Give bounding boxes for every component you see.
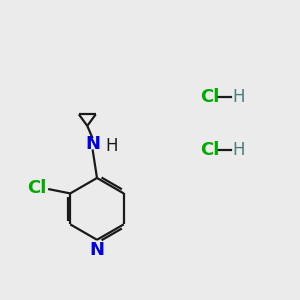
Text: H: H [232,141,245,159]
Text: H: H [105,137,118,155]
Text: Cl: Cl [200,141,219,159]
Text: H: H [232,88,245,106]
Text: N: N [89,241,104,259]
Text: N: N [85,135,100,153]
Text: Cl: Cl [200,88,219,106]
Text: Cl: Cl [27,178,47,196]
